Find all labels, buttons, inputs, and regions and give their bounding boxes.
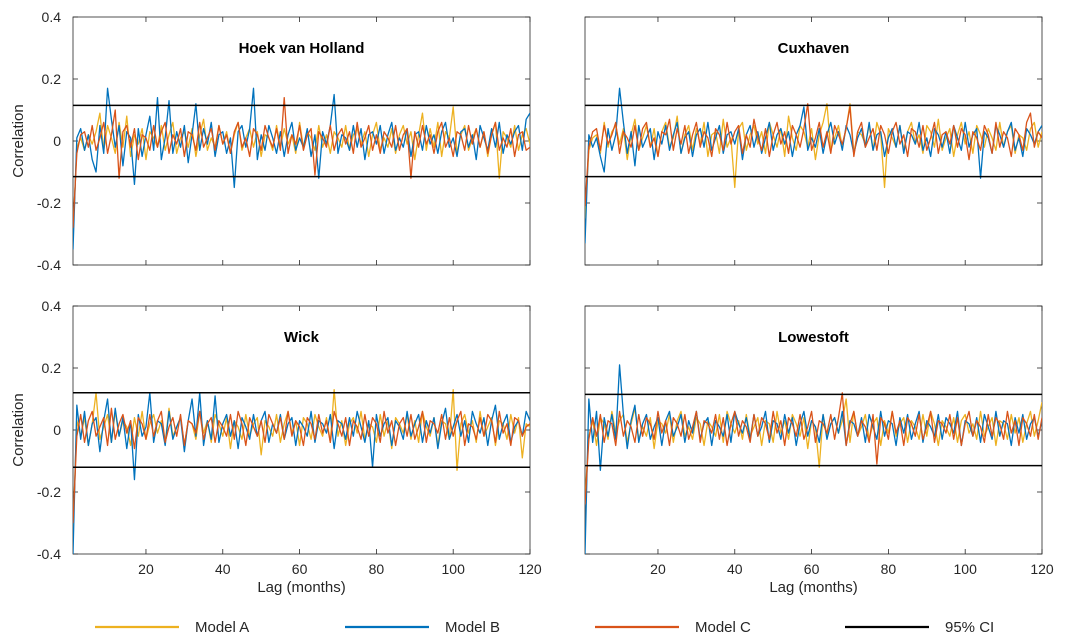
series-group: [73, 389, 530, 554]
series-model-c: [73, 407, 530, 524]
panel-title: Cuxhaven: [778, 40, 850, 57]
x-tick-label: 80: [881, 561, 897, 577]
panels: -0.4 -0.2 0 0.2 0.4 Hoek van Holland Correlati…: [10, 9, 1054, 596]
x-tick-label: 60: [292, 561, 308, 577]
series-model-c: [73, 96, 530, 228]
x-axis-label: Lag (months): [257, 579, 345, 596]
x-tick-label: 40: [727, 561, 743, 577]
y-tick-label: 0.4: [42, 9, 62, 25]
y-axis-label: Correlation: [10, 393, 27, 466]
x-tick-label: 20: [138, 561, 154, 577]
legend-label: Model B: [445, 619, 500, 636]
legend-label: 95% CI: [945, 619, 994, 636]
legend-item-model-b: Model B: [345, 619, 500, 636]
x-axis-label: Lag (months): [769, 579, 857, 596]
series-model-a: [73, 389, 530, 530]
y-tick-label: -0.4: [37, 546, 61, 562]
y-tick-label: 0: [53, 422, 61, 438]
x-tick-label: 60: [804, 561, 820, 577]
y-tick-label: -0.4: [37, 257, 61, 273]
legend-label: Model C: [695, 619, 751, 636]
legend-item-95-ci: 95% CI: [845, 619, 994, 636]
x-tick-label: 40: [215, 561, 231, 577]
x-tick-label: 120: [518, 561, 542, 577]
y-tick-label: -0.2: [37, 195, 61, 211]
panel-title: Wick: [284, 329, 320, 346]
y-tick-label: 0.4: [42, 298, 62, 314]
series-model-c: [585, 392, 1042, 505]
series-model-b: [73, 87, 530, 250]
x-tick-label: 100: [954, 561, 978, 577]
y-axis-label: Correlation: [10, 104, 27, 177]
legend-item-model-a: Model A: [95, 619, 249, 636]
x-tick-label: 100: [442, 561, 466, 577]
y-tick-label: 0.2: [42, 71, 62, 87]
x-tick-label: 20: [650, 561, 666, 577]
series-model-b: [73, 392, 530, 554]
panel-lowestoft: 20 40 60 80 100 120 Lowestoft Lag (months): [584, 305, 1054, 596]
x-tick-label: 120: [1030, 561, 1054, 577]
panel-title: Hoek van Holland: [239, 40, 365, 57]
series-group: [73, 87, 530, 250]
panel-cuxhaven: Cuxhaven: [584, 16, 1043, 266]
legend-label: Model A: [195, 619, 249, 636]
y-tick-label: -0.2: [37, 484, 61, 500]
y-tick-label: 0.2: [42, 360, 62, 376]
series-group: [585, 87, 1042, 244]
series-model-c: [585, 103, 1042, 207]
panel-title: Lowestoft: [778, 329, 849, 346]
panel-wick: 20 40 60 80 100 120 -0.4 -0.2 0 0.2 0.4 Wick Correla…: [10, 298, 542, 596]
panel-hoek-van-holland: -0.4 -0.2 0 0.2 0.4 Hoek van Holland Correlati…: [10, 9, 531, 273]
legend: Model A Model B Model C 95% CI: [95, 619, 994, 636]
x-tick-label: 80: [369, 561, 385, 577]
series-group: [585, 364, 1042, 554]
legend-item-model-c: Model C: [595, 619, 751, 636]
y-tick-label: 0: [53, 133, 61, 149]
